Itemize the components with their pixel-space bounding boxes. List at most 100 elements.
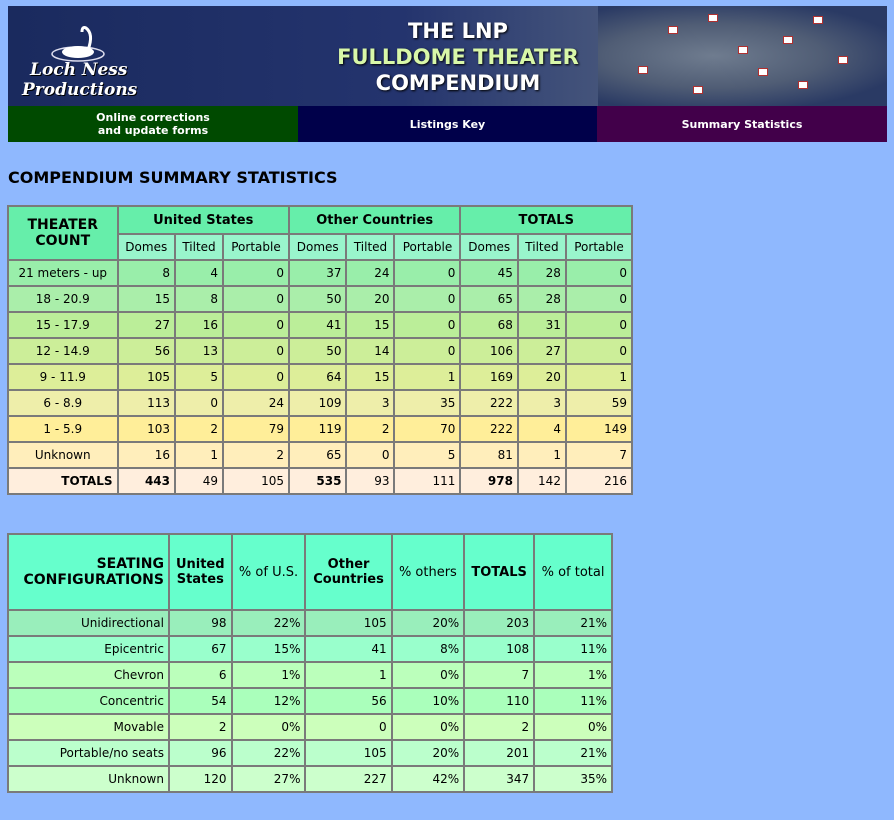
table-cell: 0 xyxy=(395,261,460,285)
table-cell: 3 xyxy=(518,391,565,415)
table-cell: 0 xyxy=(566,261,631,285)
table-cell: 96 xyxy=(169,741,231,765)
column-header: Domes xyxy=(461,235,517,259)
table-cell: 21% xyxy=(535,741,611,765)
table-cell: 4 xyxy=(518,417,565,441)
theater-count-header: THEATER COUNT xyxy=(9,207,117,259)
table-cell: 4 xyxy=(176,261,223,285)
table-row: Movable 2 0% 0 0% 2 0% xyxy=(9,715,611,739)
column-header: Tilted xyxy=(176,235,223,259)
table-cell: 0 xyxy=(395,313,460,337)
map-graphic xyxy=(598,6,887,106)
table-cell: 22% xyxy=(232,611,305,635)
loch-ness-logo[interactable]: Loch Ness Productions xyxy=(20,20,140,100)
row-label: Unidirectional xyxy=(9,611,168,635)
column-header: % of U.S. xyxy=(232,535,305,609)
table-cell: 201 xyxy=(465,741,534,765)
table-cell: 8% xyxy=(392,637,464,661)
table-cell: 105 xyxy=(306,741,391,765)
column-header: TOTALS xyxy=(465,535,534,609)
table-cell: 7 xyxy=(566,443,631,467)
table-cell: 81 xyxy=(461,443,517,467)
table-cell: 0 xyxy=(224,313,288,337)
table-cell: 0 xyxy=(566,339,631,363)
row-label: Concentric xyxy=(9,689,168,713)
table-cell: 105 xyxy=(224,469,288,493)
column-header: Domes xyxy=(289,235,346,259)
row-label: Unknown xyxy=(9,443,117,467)
column-header: Other Countries xyxy=(306,535,391,609)
table-cell: 98 xyxy=(169,611,231,635)
table-cell: 0 xyxy=(395,287,460,311)
row-label: 6 - 8.9 xyxy=(9,391,117,415)
table-cell: 16 xyxy=(176,313,223,337)
table-cell: 0 xyxy=(224,287,288,311)
row-label: Epicentric xyxy=(9,637,168,661)
logo-text-line1: Loch Ness xyxy=(30,60,128,80)
table-cell: 35% xyxy=(535,767,611,791)
table-cell: 222 xyxy=(461,417,517,441)
table-cell: 2 xyxy=(176,417,223,441)
table-cell: 5 xyxy=(395,443,460,467)
group-header: Other Countries xyxy=(289,207,460,233)
table-cell: 28 xyxy=(518,261,565,285)
banner-title-line1: THE LNP xyxy=(408,19,508,43)
banner-title: THE LNP FULLDOME THEATER COMPENDIUM xyxy=(308,18,608,96)
table-cell: 110 xyxy=(465,689,534,713)
table-cell: 27% xyxy=(232,767,305,791)
table-cell: 1 xyxy=(395,365,460,389)
table-cell: 2 xyxy=(465,715,534,739)
table-cell: 216 xyxy=(566,469,631,493)
row-label: 18 - 20.9 xyxy=(9,287,117,311)
table-cell: 105 xyxy=(118,365,175,389)
column-header: Portable xyxy=(566,235,631,259)
table-row: 21 meters - up 8 4 0 37 24 0 45 28 0 xyxy=(9,261,631,285)
row-label: 21 meters - up xyxy=(9,261,117,285)
table-cell: 24 xyxy=(347,261,394,285)
seating-configurations-table: SEATING CONFIGURATIONS United States% of U… xyxy=(7,533,613,793)
table-cell: 149 xyxy=(566,417,631,441)
table-cell: 93 xyxy=(347,469,394,493)
row-label: TOTALS xyxy=(9,469,117,493)
table-cell: 41 xyxy=(289,313,346,337)
table-cell: 54 xyxy=(169,689,231,713)
table-cell: 12% xyxy=(232,689,305,713)
nav-listings-key-link[interactable]: Listings Key xyxy=(298,106,597,142)
table-cell: 0 xyxy=(566,313,631,337)
table-row: 6 - 8.9 113 0 24 109 3 35 222 3 59 xyxy=(9,391,631,415)
table-row: Unidirectional 98 22% 105 20% 203 21% xyxy=(9,611,611,635)
row-label: Portable/no seats xyxy=(9,741,168,765)
column-header: Domes xyxy=(118,235,175,259)
table-cell: 0 xyxy=(224,365,288,389)
table-cell: 2 xyxy=(347,417,394,441)
table-cell: 0 xyxy=(395,339,460,363)
table-row: Unknown 120 27% 227 42% 347 35% xyxy=(9,767,611,791)
table-cell: 14 xyxy=(347,339,394,363)
nav-summary-statistics-link[interactable]: Summary Statistics xyxy=(597,106,887,142)
table-cell: 11% xyxy=(535,689,611,713)
table-cell: 41 xyxy=(306,637,391,661)
table-row: 18 - 20.9 15 8 0 50 20 0 65 28 0 xyxy=(9,287,631,311)
table-cell: 50 xyxy=(289,339,346,363)
theater-count-table: THEATER COUNT United States Other Countri… xyxy=(7,205,633,495)
table-row: Concentric 54 12% 56 10% 110 11% xyxy=(9,689,611,713)
table-cell: 103 xyxy=(118,417,175,441)
logo-text-line2: Productions xyxy=(22,80,138,100)
table-cell: 28 xyxy=(518,287,565,311)
table-cell: 113 xyxy=(118,391,175,415)
table-cell: 3 xyxy=(347,391,394,415)
table-cell: 67 xyxy=(169,637,231,661)
table-cell: 203 xyxy=(465,611,534,635)
row-label: Unknown xyxy=(9,767,168,791)
table-row: Unknown 16 1 2 65 0 5 81 1 7 xyxy=(9,443,631,467)
banner-title-line3: COMPENDIUM xyxy=(375,71,541,95)
table-cell: 20 xyxy=(347,287,394,311)
row-label: 15 - 17.9 xyxy=(9,313,117,337)
nav-corrections-link[interactable]: Online corrections and update forms xyxy=(8,106,298,142)
table-cell: 79 xyxy=(224,417,288,441)
table-row: Chevron 6 1% 1 0% 7 1% xyxy=(9,663,611,687)
row-label: Movable xyxy=(9,715,168,739)
table-cell: 0% xyxy=(392,715,464,739)
table-cell: 0% xyxy=(232,715,305,739)
table-cell: 108 xyxy=(465,637,534,661)
